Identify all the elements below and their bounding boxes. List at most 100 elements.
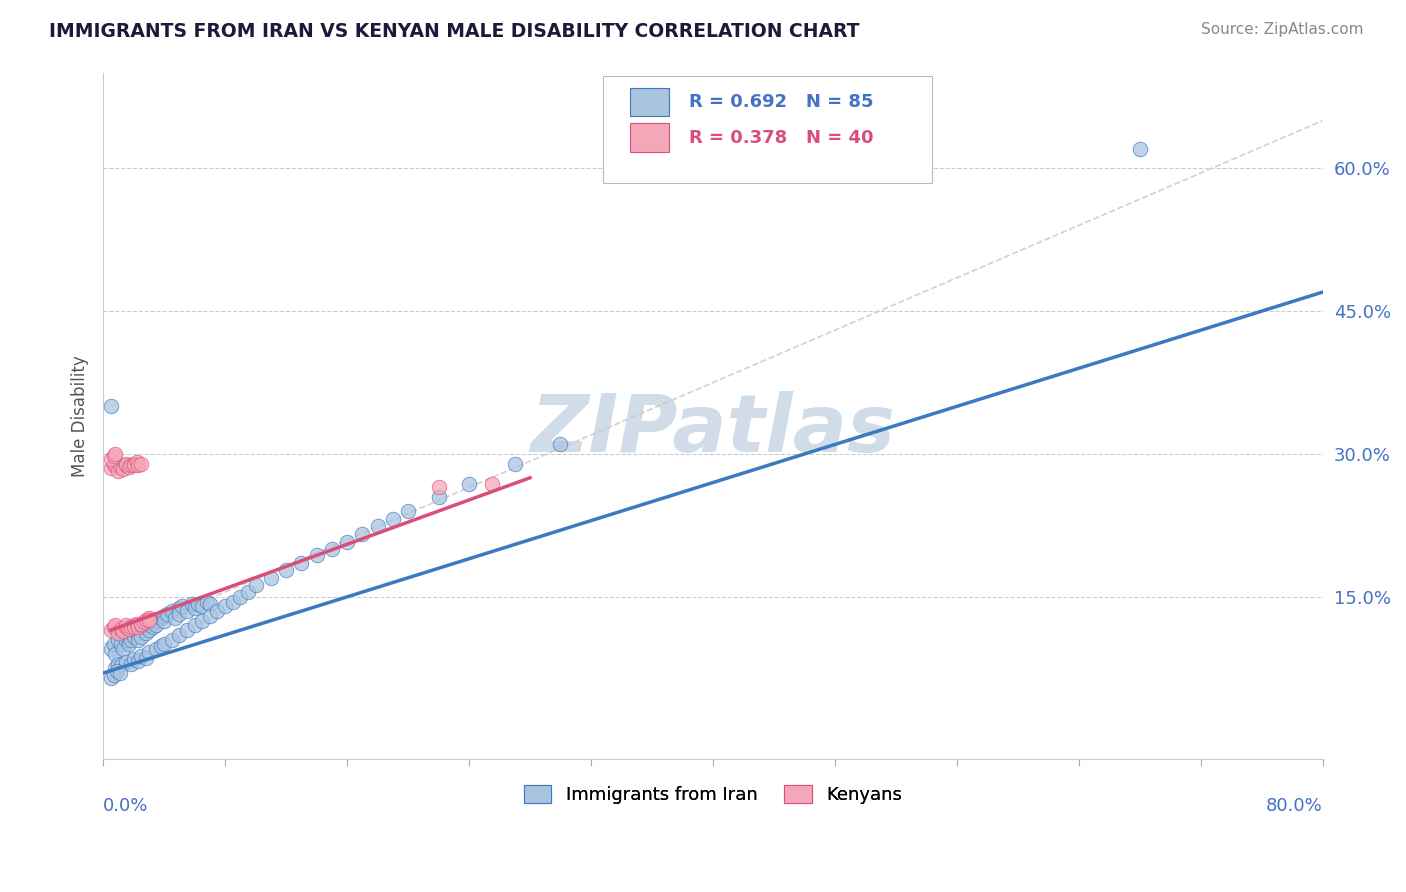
Point [153, 614, 176, 628]
Point [115, 458, 138, 473]
Point [118, 622, 141, 636]
Point [481, 477, 503, 491]
Point [138, 613, 160, 627]
Point [118, 638, 141, 652]
Point [129, 630, 152, 644]
Point [129, 457, 152, 471]
Point [103, 668, 125, 682]
Point [120, 458, 142, 473]
Point [105, 664, 128, 678]
Point [122, 458, 145, 473]
Point [122, 630, 145, 644]
Text: R = 0.378   N = 40: R = 0.378 N = 40 [689, 129, 873, 147]
Point [145, 618, 167, 632]
Point [134, 615, 156, 629]
Point [150, 640, 173, 654]
Point [191, 599, 214, 614]
Point [127, 632, 149, 647]
Point [111, 462, 134, 476]
Point [163, 611, 186, 625]
Text: Source: ZipAtlas.com: Source: ZipAtlas.com [1201, 22, 1364, 37]
Point [118, 460, 141, 475]
Point [176, 604, 198, 618]
Point [110, 658, 132, 673]
Point [120, 657, 142, 671]
Point [115, 628, 138, 642]
Point [153, 638, 176, 652]
Point [129, 623, 152, 637]
Point [427, 480, 450, 494]
Point [135, 626, 157, 640]
Point [122, 618, 145, 632]
Point [120, 632, 142, 647]
Point [260, 571, 283, 585]
Point [103, 620, 125, 634]
Point [100, 623, 122, 637]
Point [107, 632, 129, 647]
Point [160, 604, 183, 618]
Point [191, 614, 214, 628]
Point [111, 624, 134, 639]
Point [153, 608, 176, 623]
Point [274, 563, 297, 577]
Point [115, 620, 138, 634]
Point [115, 457, 138, 471]
Point [142, 620, 165, 634]
Y-axis label: Male Disability: Male Disability [72, 355, 89, 476]
Point [110, 638, 132, 652]
Point [127, 458, 149, 473]
Point [122, 628, 145, 642]
Point [198, 598, 221, 612]
Point [145, 642, 167, 657]
Point [150, 611, 173, 625]
Point [129, 618, 152, 632]
Point [104, 457, 127, 471]
Point [125, 616, 148, 631]
Point [183, 601, 205, 615]
Point [107, 657, 129, 671]
Point [100, 451, 122, 466]
Point [236, 585, 259, 599]
Point [305, 548, 328, 562]
Point [129, 648, 152, 663]
Point [183, 618, 205, 632]
Point [122, 620, 145, 634]
Point [156, 607, 179, 621]
Text: IMMIGRANTS FROM IRAN VS KENYAN MALE DISABILITY CORRELATION CHART: IMMIGRANTS FROM IRAN VS KENYAN MALE DISA… [49, 22, 859, 41]
Point [104, 661, 127, 675]
Point [321, 542, 343, 557]
Text: 80.0%: 80.0% [1265, 797, 1323, 814]
Point [103, 458, 125, 473]
Point [138, 618, 160, 632]
FancyBboxPatch shape [603, 77, 932, 183]
Point [138, 611, 160, 625]
Point [195, 594, 218, 608]
Point [100, 642, 122, 657]
Point [169, 628, 191, 642]
Point [381, 512, 404, 526]
Point [100, 461, 122, 475]
Point [110, 460, 132, 475]
Point [169, 601, 191, 615]
Point [135, 650, 157, 665]
Point [104, 647, 127, 661]
Point [122, 457, 145, 471]
Point [104, 447, 127, 461]
Point [122, 652, 145, 666]
Point [207, 604, 229, 618]
Point [115, 655, 138, 669]
Point [129, 616, 152, 631]
Point [103, 449, 125, 463]
Point [110, 622, 132, 636]
Point [138, 645, 160, 659]
Text: 0.0%: 0.0% [103, 797, 149, 814]
Point [104, 618, 127, 632]
Point [176, 623, 198, 637]
Point [352, 527, 374, 541]
Point [222, 594, 245, 608]
Point [108, 666, 131, 681]
Point [550, 437, 572, 451]
Point [169, 607, 191, 621]
Text: R = 0.692   N = 85: R = 0.692 N = 85 [689, 94, 873, 112]
Point [115, 618, 138, 632]
